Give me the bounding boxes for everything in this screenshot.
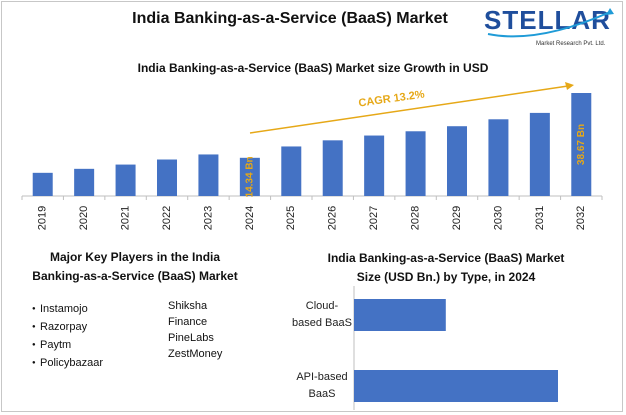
x-tick-label-2028: 2028 <box>409 206 421 230</box>
player-item: Policybazaar <box>32 354 103 372</box>
key-players-list-2: Shiksha Finance PineLabs ZestMoney <box>168 298 222 362</box>
player-item: ZestMoney <box>168 348 223 360</box>
logo-swoosh-icon <box>487 11 611 38</box>
bar-2024 <box>239 157 260 196</box>
type-chart-title-line2: Size (USD Bn.) by Type, in 2024 <box>356 270 536 284</box>
x-tick-label-2031: 2031 <box>534 206 546 230</box>
bar-2026 <box>322 140 343 196</box>
player-item: Paytm <box>32 336 103 354</box>
bar-2032 <box>571 93 592 196</box>
page-title: India Banking-as-a-Service (BaaS) Market <box>132 10 448 27</box>
x-tick-label-2032: 2032 <box>575 206 587 230</box>
bar-2023 <box>198 154 219 196</box>
type-bar-0 <box>354 299 446 331</box>
x-tick-label-2029: 2029 <box>451 206 463 230</box>
x-tick-label-2027: 2027 <box>368 206 380 230</box>
player-item: Shiksha <box>168 300 208 312</box>
type-category-label: API-based <box>296 371 347 383</box>
player-item: Razorpay <box>32 318 103 336</box>
key-players-title-line1: Major Key Players in the India <box>49 250 221 264</box>
x-tick-label-2021: 2021 <box>119 206 131 230</box>
bar-2020 <box>74 168 95 196</box>
bar-2028 <box>405 131 426 196</box>
x-tick-label-2030: 2030 <box>492 206 504 230</box>
key-players-title-line2: Banking-as-a-Service (BaaS) Market <box>32 269 238 283</box>
cagr-arrowhead-icon <box>565 82 574 90</box>
bar-2029 <box>447 126 467 196</box>
bar-2025 <box>281 146 302 196</box>
x-tick-label-2026: 2026 <box>327 206 339 230</box>
bar-2027 <box>364 135 385 196</box>
data-label-2032: 38.67 Bn <box>576 124 587 165</box>
type-bar-1 <box>354 370 558 402</box>
bar-2031 <box>529 112 550 196</box>
x-tick-label-2022: 2022 <box>161 206 173 230</box>
growth-chart-title: India Banking-as-a-Service (BaaS) Market… <box>137 61 489 75</box>
key-players-title: Major Key Players in the India Banking-a… <box>20 248 250 286</box>
bar-2021 <box>115 164 136 196</box>
type-chart-title-line1: India Banking-as-a-Service (BaaS) Market <box>327 251 565 265</box>
type-chart-title: India Banking-as-a-Service (BaaS) Market… <box>326 249 566 287</box>
data-label-2024: 14.34 Bn <box>244 156 255 197</box>
bar-2019 <box>32 172 53 196</box>
x-tick-label-2025: 2025 <box>285 206 297 230</box>
key-players-list-1: Instamojo Razorpay Paytm Policybazaar <box>32 300 103 372</box>
type-category-label: based BaaS <box>292 317 352 329</box>
x-tick-label-2024: 2024 <box>244 206 256 230</box>
x-tick-label-2019: 2019 <box>37 206 49 230</box>
type-category-label: Cloud- <box>306 300 339 312</box>
x-tick-label-2023: 2023 <box>202 206 214 230</box>
cagr-arrow-line <box>249 85 569 134</box>
player-item: PineLabs <box>168 332 214 344</box>
logo-tagline: Market Research Pvt. Ltd. <box>536 41 606 47</box>
cagr-annotation: CAGR 13.2% <box>358 88 426 109</box>
player-item: Finance <box>168 316 208 328</box>
type-category-label: BaaS <box>309 388 336 400</box>
x-tick-label-2020: 2020 <box>78 206 90 230</box>
player-item: Instamojo <box>32 300 103 318</box>
bar-2022 <box>157 159 177 196</box>
bar-2030 <box>488 119 509 196</box>
stellar-logo: STELLAR Market Research Pvt. Ltd. <box>484 5 614 47</box>
